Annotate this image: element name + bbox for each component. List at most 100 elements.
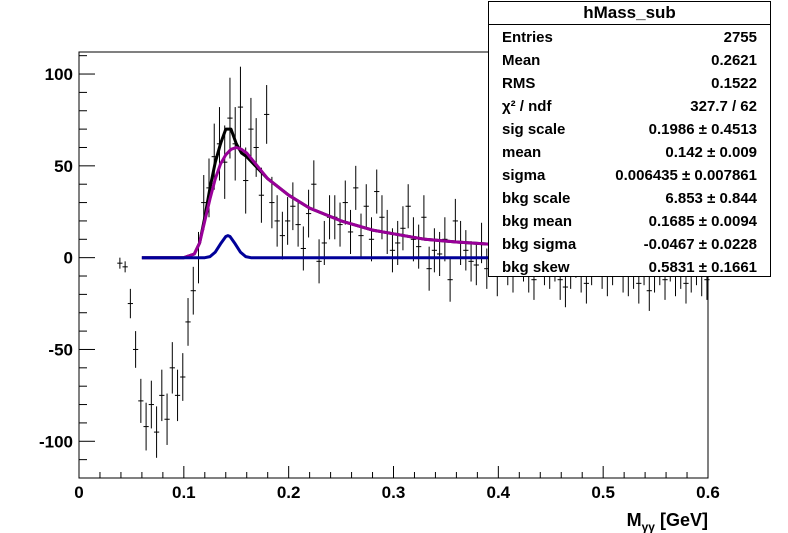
stats-title: hMass_sub bbox=[489, 2, 770, 25]
stats-row-value: 0.1685 ± 0.0094 bbox=[648, 213, 757, 230]
stats-row: Mean 0.2621 bbox=[489, 48, 770, 71]
data-point bbox=[468, 241, 474, 282]
x-tick-label: 0 bbox=[74, 483, 83, 502]
data-point bbox=[122, 261, 128, 273]
frame-ticks bbox=[78, 55, 709, 479]
data-point bbox=[363, 184, 369, 229]
data-point bbox=[442, 217, 448, 262]
data-point bbox=[127, 288, 133, 319]
data-point bbox=[405, 184, 411, 229]
stats-row: bkg mean 0.1685 ± 0.0094 bbox=[489, 209, 770, 232]
data-point bbox=[143, 402, 149, 451]
data-point bbox=[337, 202, 343, 247]
data-point bbox=[353, 165, 359, 210]
stats-row-value: 0.5831 ± 0.1661 bbox=[648, 259, 757, 276]
x-tick-label: 0.4 bbox=[487, 483, 511, 502]
stats-row-name: RMS bbox=[502, 75, 536, 92]
data-point bbox=[185, 298, 191, 346]
stats-row-value: 6.853 ± 0.844 bbox=[665, 190, 757, 207]
data-point bbox=[258, 167, 265, 223]
y-tick-labels: -100 -50 0 50 100 bbox=[39, 65, 73, 451]
y-tick-label: -100 bbox=[39, 432, 73, 451]
data-point bbox=[295, 202, 301, 247]
data-point bbox=[284, 197, 291, 245]
data-point bbox=[374, 169, 380, 214]
stats-row-name: sig scale bbox=[502, 121, 566, 138]
stats-row-name: χ² / ndf bbox=[502, 98, 552, 115]
y-tick-label: 100 bbox=[45, 65, 73, 84]
data-point bbox=[117, 257, 123, 269]
data-point bbox=[169, 342, 175, 394]
data-point bbox=[237, 66, 244, 148]
data-point bbox=[400, 206, 406, 251]
stats-row-value: 0.142 ± 0.009 bbox=[665, 144, 757, 161]
stats-row-value: 327.7 / 62 bbox=[690, 98, 757, 115]
stats-row-name: Mean bbox=[502, 52, 541, 69]
y-tick-label: -50 bbox=[48, 340, 73, 359]
data-point bbox=[311, 160, 317, 209]
data-point bbox=[274, 195, 280, 247]
stats-row: bkg skew 0.5831 ± 0.1661 bbox=[489, 255, 770, 278]
data-point bbox=[416, 224, 422, 269]
data-point bbox=[358, 213, 364, 258]
stats-row-value: 0.1522 bbox=[711, 75, 757, 92]
data-point bbox=[463, 230, 469, 271]
data-point bbox=[290, 182, 296, 231]
x-tick-label: 0.3 bbox=[382, 483, 406, 502]
background-fit-curve bbox=[141, 146, 499, 260]
data-point bbox=[410, 217, 417, 262]
data-point bbox=[174, 369, 181, 422]
stats-row-name: mean bbox=[502, 144, 542, 161]
data-point bbox=[243, 147, 249, 214]
x-tick-labels: 0 0.1 0.2 0.3 0.4 0.5 0.6 bbox=[74, 483, 720, 502]
stats-row-value: 0.2621 bbox=[711, 52, 757, 69]
stats-row: sigma 0.006435 ± 0.007861 bbox=[489, 163, 770, 186]
data-point bbox=[389, 228, 396, 273]
data-point bbox=[159, 369, 165, 422]
data-point bbox=[300, 226, 306, 271]
data-point bbox=[264, 85, 270, 144]
y-tick-label: 0 bbox=[64, 249, 73, 268]
signal-fit-curve bbox=[141, 234, 499, 260]
data-point bbox=[153, 406, 160, 458]
data-point bbox=[190, 266, 196, 315]
x-axis-title: Mγγ [GeV] bbox=[627, 510, 708, 533]
stats-row-value: 0.1986 ± 0.4513 bbox=[648, 121, 757, 138]
data-point bbox=[269, 176, 275, 229]
stats-row-name: bkg scale bbox=[502, 190, 571, 207]
fit-curves bbox=[141, 127, 499, 260]
data-point bbox=[646, 270, 652, 311]
data-point bbox=[473, 244, 479, 286]
x-tick-label: 0.6 bbox=[696, 483, 720, 502]
data-point bbox=[164, 393, 170, 445]
data-point bbox=[227, 77, 233, 159]
data-point bbox=[279, 211, 285, 260]
stats-row: bkg scale 6.853 ± 0.844 bbox=[489, 186, 770, 209]
stats-row-value: 2755 bbox=[723, 29, 757, 46]
stats-row: RMS 0.1522 bbox=[489, 71, 770, 94]
y-tick-label: 50 bbox=[54, 157, 73, 176]
stats-row-value: -0.0467 ± 0.0228 bbox=[643, 236, 757, 253]
stats-row: sig scale 0.1986 ± 0.4513 bbox=[489, 117, 770, 140]
stats-row-name: sigma bbox=[502, 167, 546, 184]
stats-row-name: bkg mean bbox=[502, 213, 573, 230]
stats-rows: Entries 2755 Mean 0.2621 RMS 0.1522 χ² / ndf 32… bbox=[489, 25, 770, 278]
data-point bbox=[305, 189, 312, 238]
data-point bbox=[342, 180, 348, 225]
data-point bbox=[452, 198, 458, 243]
data-point bbox=[132, 331, 139, 368]
data-point bbox=[368, 217, 375, 262]
data-point bbox=[138, 378, 144, 423]
data-point bbox=[148, 380, 154, 429]
data-point bbox=[421, 195, 427, 240]
stats-row-name: Entries bbox=[502, 29, 553, 46]
data-point bbox=[431, 228, 438, 273]
stats-row-value: 0.006435 ± 0.007861 bbox=[615, 167, 757, 184]
stats-row: bkg sigma -0.0467 ± 0.0228 bbox=[489, 232, 770, 255]
stats-row-name: bkg skew bbox=[502, 259, 570, 276]
data-point bbox=[316, 239, 322, 284]
data-point bbox=[180, 353, 186, 401]
stats-row: mean 0.142 ± 0.009 bbox=[489, 140, 770, 163]
data-point bbox=[447, 257, 453, 302]
stats-box: hMass_sub Entries 2755 Mean 0.2621 RMS 0.1522… bbox=[488, 1, 771, 277]
